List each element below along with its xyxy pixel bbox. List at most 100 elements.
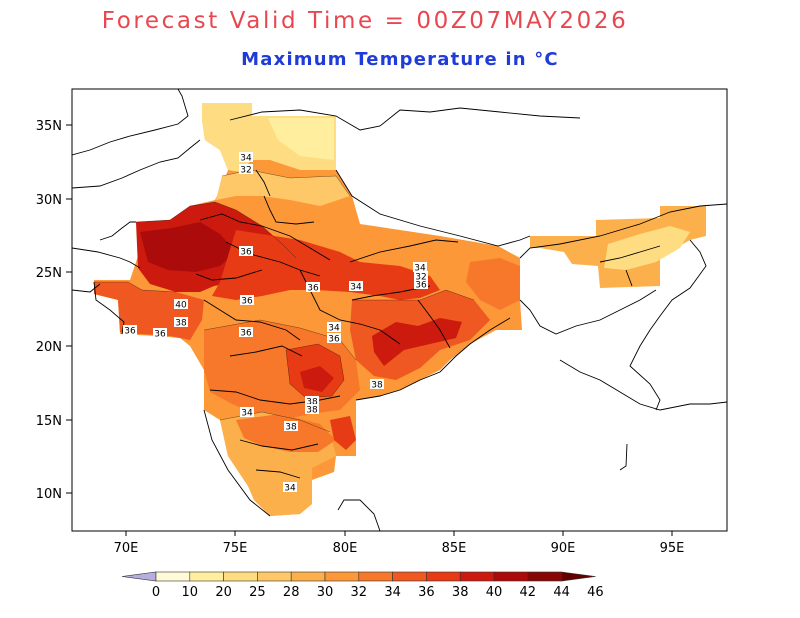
contour-label-box (305, 404, 319, 414)
contour-label: 36 (240, 329, 252, 339)
map-frame (71, 88, 728, 532)
contour-label-box (327, 333, 341, 343)
contour-label: 38 (306, 406, 318, 416)
contour-label: 36 (240, 248, 252, 258)
contour-label: 36 (328, 335, 340, 345)
contour-label-box (174, 317, 188, 327)
colorbar-swatch (189, 571, 224, 582)
contour-label-box (240, 407, 254, 417)
lat-tick-label: 30N (36, 193, 62, 208)
colorbar-label: 36 (418, 585, 435, 600)
colorbar-under-arrow (121, 571, 157, 582)
colorbar-label: 46 (587, 585, 604, 600)
kashmir-pale-fill (268, 118, 334, 160)
bangladesh-fill (466, 258, 520, 310)
lon-tick-label: 90E (551, 541, 576, 556)
lat-tick-label: 10N (36, 487, 62, 502)
lat-tick-label: 25N (36, 266, 62, 281)
contour-label: 34 (350, 283, 362, 293)
contour-label-box (414, 279, 428, 289)
colorbar-label: 28 (283, 585, 300, 600)
colorbar-swatch (426, 571, 461, 582)
colorbar-swatch (223, 571, 258, 582)
max-temperature-subtitle: Maximum Temperature in °C (241, 49, 559, 70)
contour-label-box (153, 328, 167, 338)
lon-tick-label: 75E (223, 541, 248, 556)
colorbar-swatch (358, 571, 393, 582)
colorbar-over-arrow (561, 571, 596, 582)
contour-label-box (239, 327, 253, 337)
contour-label-box (349, 281, 363, 291)
colorbar-swatch (324, 571, 360, 582)
colorbar-label: 30 (317, 585, 334, 600)
contour-label: 34 (414, 264, 426, 274)
central-belt-fill (212, 230, 440, 300)
contour-label-box (283, 482, 297, 492)
himalaya-medium-fill (216, 170, 350, 206)
lat-tick-label: 35N (36, 119, 62, 134)
contour-label-box (284, 421, 298, 431)
contour-label-box (305, 396, 319, 406)
lat-tick-label: 20N (36, 340, 62, 355)
colorbar-swatch (493, 571, 529, 582)
lat-tick-label: 15N (36, 414, 62, 429)
contour-label-box (123, 325, 137, 335)
colorbar-legend: 0 10 20 25 28 30 32 34 36 38 40 42 44 46 (121, 571, 604, 600)
latitude-axis: 35N 30N 25N 20N 15N 10N (36, 119, 72, 502)
contour-label-box (239, 246, 253, 256)
rajasthan-core-fill (140, 222, 236, 272)
forecast-valid-time-title: Forecast Valid Time = 00Z07MAY2026 (101, 8, 629, 34)
colorbar-label: 10 (182, 585, 199, 600)
colorbar-label: 42 (520, 585, 537, 600)
colorbar-label: 25 (249, 585, 266, 600)
contour-label: 36 (124, 327, 136, 337)
contour-label: 38 (371, 381, 383, 391)
colorbar-swatch (527, 571, 562, 582)
contour-label: 36 (241, 297, 253, 307)
contour-label-box (327, 322, 341, 332)
south-east-coast-hot (330, 416, 356, 450)
colorbar-swatch (392, 571, 427, 582)
contour-label: 32 (415, 273, 426, 283)
contour-label: 34 (240, 154, 252, 164)
contour-label: 40 (175, 301, 187, 311)
colorbar-swatch (155, 571, 191, 582)
contour-label-box (370, 379, 384, 389)
colorbar-swatch (290, 571, 326, 582)
contour-label-box (414, 271, 428, 281)
contour-label: 34 (284, 484, 296, 494)
colorbar-label: 32 (351, 585, 368, 600)
contour-label: 38 (306, 398, 318, 408)
contour-label-box (306, 282, 320, 292)
contour-label: 32 (240, 166, 251, 176)
contour-label: 38 (175, 319, 187, 329)
contour-label-box (174, 299, 188, 309)
colorbar-label: 34 (384, 585, 401, 600)
lon-tick-label: 70E (114, 541, 139, 556)
contour-label: 36 (307, 284, 319, 294)
colorbar-label: 38 (452, 585, 469, 600)
contour-label-box (240, 295, 254, 305)
northeast-cool-fill (604, 226, 690, 270)
colorbar-label: 20 (215, 585, 232, 600)
colorbar-label: 0 (152, 585, 160, 600)
longitude-axis: 70E 75E 80E 85E 90E 95E (114, 531, 685, 556)
contour-label: 36 (154, 330, 166, 340)
country-boundaries (72, 89, 727, 531)
temperature-field (94, 103, 706, 516)
colorbar-label: 40 (486, 585, 503, 600)
south-mid-fill (236, 414, 336, 452)
contour-label: 34 (241, 409, 253, 419)
contour-label: 34 (328, 324, 340, 334)
colorbar-swatch (257, 571, 292, 582)
colorbar-swatch (459, 571, 495, 582)
contour-label-box (239, 152, 253, 162)
contour-label-box (413, 262, 427, 272)
contour-label-box (239, 164, 253, 174)
lon-tick-label: 95E (660, 541, 685, 556)
deccan-core-fill (300, 366, 334, 392)
lon-tick-label: 85E (442, 541, 467, 556)
colorbar-label: 44 (553, 585, 570, 600)
